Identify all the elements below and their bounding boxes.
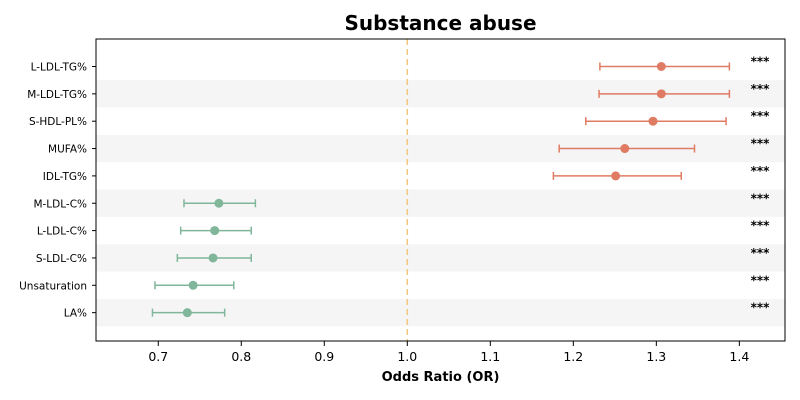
or-point (208, 253, 218, 263)
or-point (214, 198, 224, 208)
y-tick-label: M-LDL-TG% (27, 89, 87, 101)
y-tick-label: IDL-TG% (43, 171, 87, 183)
y-tick-label: L-LDL-C% (37, 226, 87, 238)
x-axis: 0.7 0.8 0.9 1.0 1.1 1.2 1.3 1.4 (148, 341, 749, 364)
y-tick-label: M-LDL-C% (33, 198, 87, 210)
x-axis-label: Odds Ratio (OR) (382, 370, 500, 385)
significance-label: *** (751, 164, 771, 178)
x-tick-label: 1.2 (563, 349, 583, 364)
or-point (620, 144, 630, 154)
significance-label: *** (751, 82, 771, 96)
x-tick-label: 1.4 (729, 349, 749, 364)
or-point (188, 280, 198, 290)
x-tick-label: 1.1 (480, 349, 500, 364)
x-tick-label: 1.3 (646, 349, 666, 364)
x-tick-label: 0.8 (231, 349, 251, 364)
chart-title: Substance abuse (344, 11, 536, 35)
data-marks: *** *** *** *** *** *** *** *** *** *** (151, 55, 771, 318)
significance-label: *** (751, 109, 771, 123)
y-tick-label: L-LDL-TG% (31, 62, 87, 74)
significance-label: *** (751, 137, 771, 151)
significance-label: *** (751, 273, 771, 287)
significance-label: *** (751, 246, 771, 260)
significance-label: *** (751, 191, 771, 205)
plot-frame (95, 38, 786, 342)
significance-label: *** (751, 301, 771, 315)
y-tick-label: LA% (64, 308, 87, 320)
or-point (611, 171, 621, 181)
or-point (648, 116, 658, 126)
y-tick-label: MUFA% (48, 144, 87, 156)
y-tick-label: S-LDL-C% (36, 253, 87, 265)
or-point (182, 308, 192, 318)
x-tick-label: 0.7 (148, 349, 168, 364)
or-point (656, 62, 666, 71)
or-point (210, 226, 220, 236)
x-tick-label: 0.9 (314, 349, 334, 364)
x-tick-label: 1.0 (397, 349, 417, 364)
y-tick-label: S-HDL-PL% (29, 116, 87, 128)
y-axis: L-LDL-TG% M-LDL-TG% S-HDL-PL% MUFA% IDL-TG% M… (19, 62, 96, 320)
significance-label: *** (751, 219, 771, 233)
significance-label: *** (751, 55, 771, 69)
or-point (656, 89, 666, 99)
y-tick-label: Unsaturation (19, 280, 87, 292)
